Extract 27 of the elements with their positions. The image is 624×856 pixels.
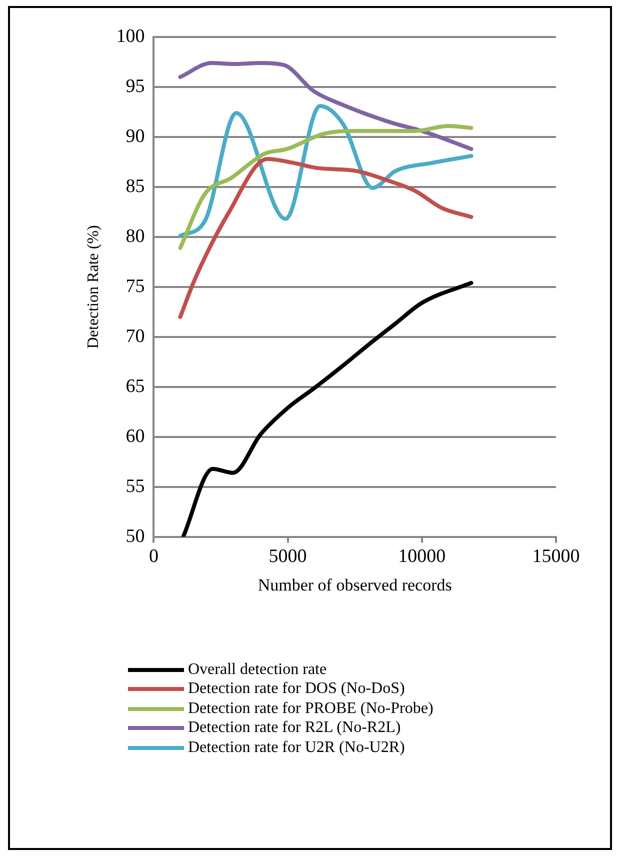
y-tick-label: 85 <box>126 176 145 197</box>
y-tick-label: 70 <box>126 326 145 347</box>
line-series <box>178 156 474 319</box>
legend-label: Detection rate for R2L (No-R2L) <box>188 719 401 738</box>
line-series <box>178 124 474 250</box>
y-tick-label: 90 <box>126 126 145 147</box>
y-tick-label: 100 <box>116 26 145 47</box>
y-tick-label: 95 <box>126 76 145 97</box>
legend-label: Overall detection rate <box>188 660 327 679</box>
x-tick-label: 10000 <box>398 546 446 568</box>
line-series <box>178 104 474 238</box>
y-tick-label: 55 <box>126 476 145 497</box>
line-series <box>178 60 474 151</box>
line-series <box>181 280 474 537</box>
x-tick-label: 5000 <box>268 546 307 568</box>
y-tick-label: 50 <box>126 526 145 547</box>
legend-label: Detection rate for PROBE (No-Probe) <box>188 700 434 718</box>
y-tick-label: 75 <box>126 276 145 297</box>
x-axis-title: Number of observed records <box>258 575 452 594</box>
legend-label: Detection rate for DOS (No-DoS) <box>188 680 405 698</box>
y-tick-label: 80 <box>126 226 145 247</box>
legend-label: Detection rate for U2R (No-U2R) <box>188 738 405 757</box>
y-tick-label: 65 <box>126 376 145 397</box>
y-tick-label: 60 <box>126 426 145 447</box>
y-axis-title: Detection Rate (%) <box>84 225 102 349</box>
x-tick-label: 15000 <box>532 546 580 568</box>
x-tick-label: 0 <box>148 546 158 568</box>
